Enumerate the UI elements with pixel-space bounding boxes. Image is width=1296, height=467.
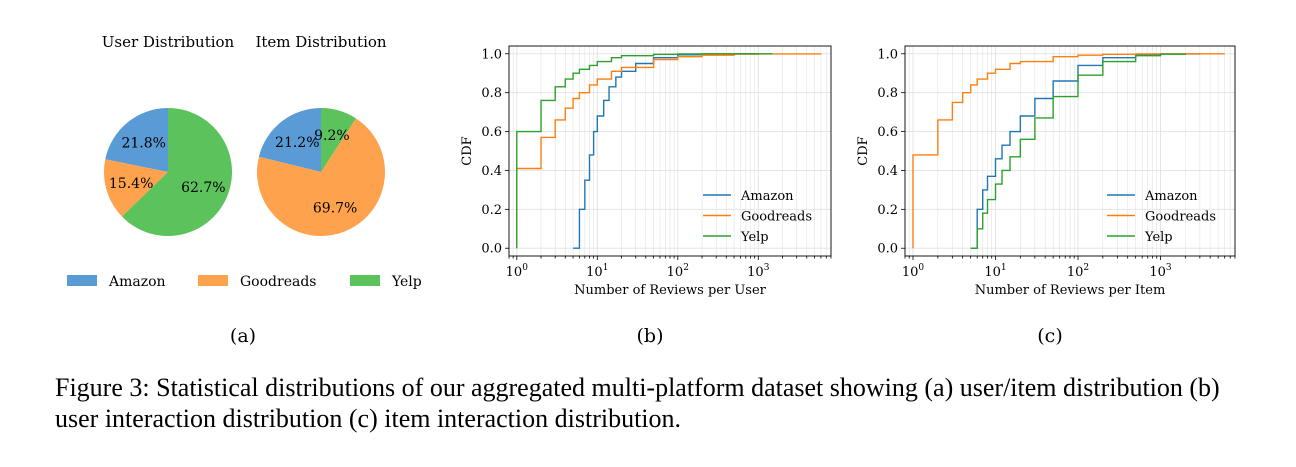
y-tick-label: 0.2 xyxy=(877,203,898,218)
axes-frame xyxy=(904,45,1236,257)
y-tick-label: 0.2 xyxy=(481,203,502,218)
x-tick-label: 100 xyxy=(902,263,925,280)
legend-label: Goodreads xyxy=(240,274,316,290)
y-axis-label: CDF xyxy=(856,136,871,165)
y-axis-label: CDF xyxy=(460,136,475,165)
y-tick-label: 1.0 xyxy=(877,47,898,62)
x-axis-label: Number of Reviews per User xyxy=(574,283,766,298)
pie-value-label: 15.4% xyxy=(109,176,153,192)
pie-slice xyxy=(103,159,168,217)
legend-swatch xyxy=(350,275,380,286)
legend-label: Amazon xyxy=(740,189,794,204)
y-tick-label: 0.8 xyxy=(877,86,898,101)
pie-value-label: 69.7% xyxy=(313,201,357,217)
legend-label: Yelp xyxy=(740,230,769,245)
cdf-line-yelp xyxy=(970,53,1187,249)
x-axis-label: Number of Reviews per Item xyxy=(975,283,1166,298)
pie-title: User Distribution xyxy=(102,33,235,51)
cdf-line-amazon xyxy=(573,53,759,249)
x-tick-label: 102 xyxy=(667,263,689,280)
pie-slice xyxy=(122,108,232,236)
pie-1: User Distribution 21.8% 15.4% 62.7% xyxy=(102,33,235,236)
pie-value-label: 62.7% xyxy=(181,180,225,196)
y-tick-label: 0.4 xyxy=(481,164,502,179)
pie-slice xyxy=(257,118,386,237)
legend-label: Goodreads xyxy=(741,210,812,225)
y-tick-label: 0.6 xyxy=(481,125,502,140)
pie-value-label: 9.2% xyxy=(314,128,350,144)
pie-value-label: 21.8% xyxy=(121,135,165,151)
x-tick-label: 103 xyxy=(747,263,770,280)
cdf-line-goodreads xyxy=(912,53,1225,249)
x-tick-label: 102 xyxy=(1067,263,1089,280)
y-tick-label: 0.0 xyxy=(481,242,502,257)
y-tick-label: 0.4 xyxy=(877,164,898,179)
legend-label: Yelp xyxy=(1144,230,1173,245)
cdf-line-goodreads xyxy=(516,53,822,249)
x-tick-label: 100 xyxy=(506,263,529,280)
legend-swatch xyxy=(198,275,228,286)
y-tick-label: 0.8 xyxy=(481,86,502,101)
x-tick-label: 103 xyxy=(1149,263,1172,280)
panel-label: (c) xyxy=(1037,325,1062,347)
x-tick-label: 101 xyxy=(586,263,608,280)
y-tick-label: 0.6 xyxy=(877,125,898,140)
y-tick-label: 1.0 xyxy=(481,47,502,62)
axes-frame xyxy=(508,45,832,257)
cdf-plot-2: 0.0 0.2 0.4 0.6 0.8 1.0 100 101 102 103 Number of … xyxy=(856,45,1236,298)
panel-label: (b) xyxy=(637,325,664,347)
pie-slice xyxy=(105,108,168,172)
pie-title: Item Distribution xyxy=(255,33,386,51)
panel-label: (a) xyxy=(230,325,256,347)
pie-slice xyxy=(258,108,321,172)
legend-label: Yelp xyxy=(391,274,422,290)
pie-slice xyxy=(321,108,356,172)
cdf-plot-1: 0.0 0.2 0.4 0.6 0.8 1.0 100 101 102 103 Number of … xyxy=(460,45,832,298)
pie-2: Item Distribution 21.2% 69.7% 9.2% xyxy=(255,33,387,237)
pie-value-label: 21.2% xyxy=(275,135,319,151)
legend-label: Amazon xyxy=(108,274,166,290)
pie-legend: Amazon Goodreads Yelp xyxy=(67,274,422,290)
legend-label: Amazon xyxy=(1144,189,1198,204)
x-tick-label: 101 xyxy=(984,263,1006,280)
y-tick-label: 0.0 xyxy=(877,242,898,257)
figure-caption: Figure 3: Statistical distributions of o… xyxy=(55,373,1220,433)
cdf-line-yelp xyxy=(516,53,773,249)
legend-swatch xyxy=(67,275,97,286)
legend-label: Goodreads xyxy=(1145,210,1216,225)
